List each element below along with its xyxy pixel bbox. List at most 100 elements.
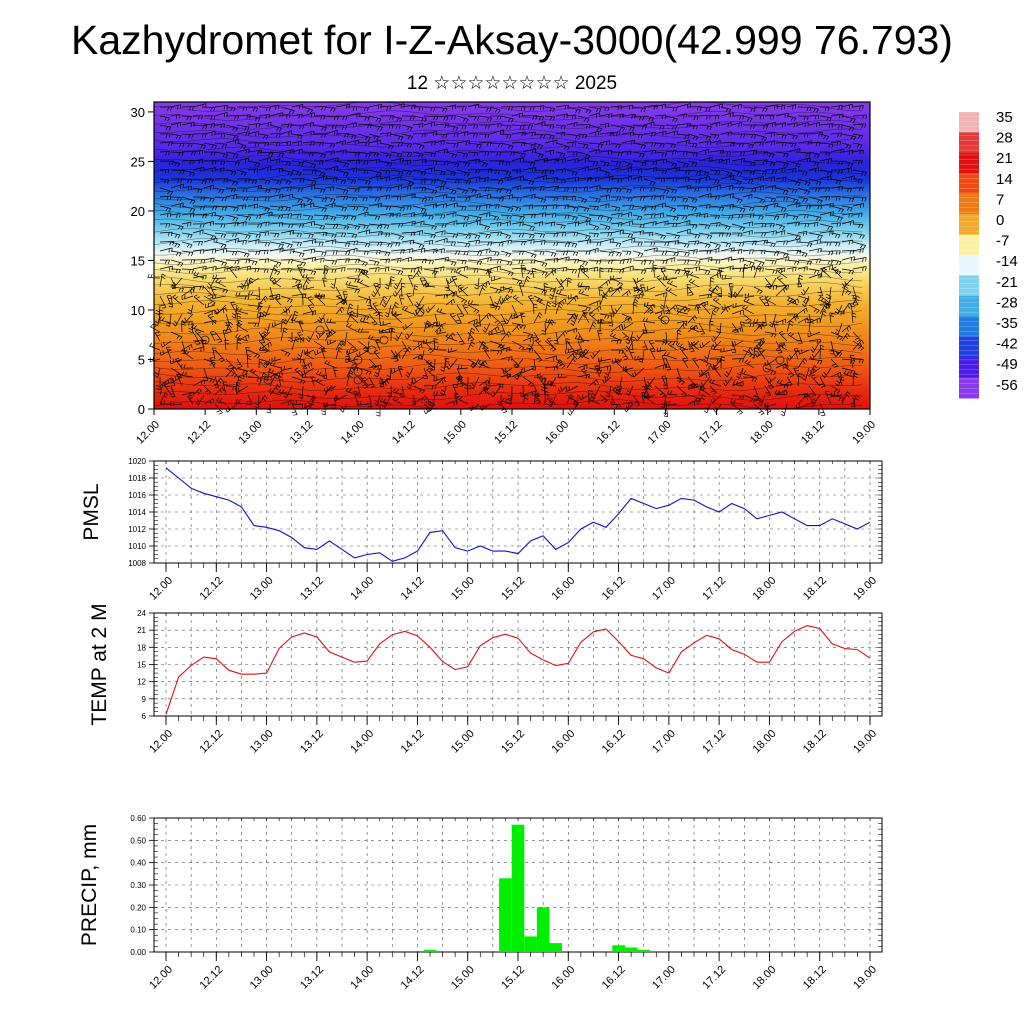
wind-barb [170, 133, 182, 137]
wind-barb [599, 232, 612, 234]
wind-barb-flag [464, 162, 468, 167]
wind-barb-flag [441, 108, 445, 113]
wind-barb-flag [831, 123, 834, 128]
wind-barb-flag [188, 134, 191, 139]
wind-barb [720, 158, 730, 162]
wind-barb [533, 115, 544, 118]
wind-barb-flag [476, 144, 479, 149]
wind-barb-flag [444, 123, 447, 128]
wind-barb-flag [278, 133, 281, 138]
wind-barb-flag [473, 116, 477, 121]
wind-barb [368, 139, 381, 144]
wind-barb-flag [694, 162, 698, 167]
wind-barb-flag [511, 194, 514, 199]
wind-barb-flag [806, 133, 809, 138]
wind-barb-flag [485, 187, 487, 192]
wind-barb [709, 149, 724, 153]
wind-barb-flag [523, 153, 526, 158]
wind-barb-flag [190, 213, 192, 218]
wind-barb-flag [695, 152, 699, 157]
wind-barb-flag [204, 180, 207, 185]
wind-barb-flag [541, 170, 544, 175]
wind-barb [599, 169, 611, 174]
wind-barb-flag [529, 162, 533, 167]
wind-barb [467, 193, 481, 198]
wind-barb [368, 186, 382, 189]
wind-barb-flag [806, 205, 808, 210]
wind-barb [258, 205, 270, 209]
wind-barb-flag [290, 172, 293, 176]
wind-barb [588, 112, 600, 117]
wind-barb-flag [807, 191, 810, 195]
wind-barb-flag [475, 169, 478, 174]
wind-barb-flag [578, 109, 581, 114]
wind-barb [379, 105, 391, 108]
wind-barb-flag [615, 161, 619, 166]
wind-barb [500, 194, 513, 198]
wind-barb [654, 151, 667, 154]
wind-barb-flag [631, 114, 633, 119]
wind-barb-flag [797, 182, 801, 187]
wind-barb-flag [748, 144, 752, 148]
wind-barb-flag [773, 132, 776, 137]
wind-barb [665, 130, 678, 135]
wind-barb-flag [174, 162, 178, 167]
wind-barb-flag [350, 179, 354, 184]
wind-barb [522, 160, 536, 164]
wind-barb-flag [616, 188, 619, 193]
wind-barb-flag [721, 207, 725, 212]
wind-barb-flag [840, 132, 842, 137]
wind-barb [445, 202, 458, 207]
wind-barb-flag [805, 198, 808, 203]
wind-barb-flag [389, 105, 392, 110]
wind-barb-flag [584, 199, 588, 204]
wind-barb-flag [664, 153, 668, 158]
wind-barb [390, 103, 405, 108]
wind-barb-flag [221, 143, 225, 148]
wind-barb-flag [323, 258, 325, 263]
wind-barb-flag [421, 133, 424, 138]
wind-barb-flag [740, 151, 742, 156]
wind-barb-flag [532, 162, 536, 167]
wind-barb [819, 142, 834, 145]
wind-barb-flag [515, 207, 519, 212]
wind-barb-flag [671, 163, 675, 167]
wind-barb [280, 106, 295, 111]
wind-barb-flag [311, 240, 314, 245]
wind-barb-flag [407, 152, 410, 157]
wind-barb [181, 151, 196, 153]
wind-barb-flag [641, 294, 643, 299]
wind-barb-flag [666, 190, 670, 195]
wind-barb-flag [245, 216, 249, 221]
wind-barb [489, 203, 500, 207]
wind-barb-flag [564, 105, 567, 110]
wind-barb-flag [355, 160, 358, 165]
wind-barb [445, 160, 460, 165]
wind-barb-flag [167, 213, 169, 218]
wind-barb-flag [396, 196, 399, 201]
wind-barb-flag [651, 150, 653, 155]
wind-barb-flag [495, 169, 498, 174]
wind-barb [434, 140, 445, 144]
wind-barb-flag [442, 134, 445, 139]
wind-barb-flag [311, 152, 315, 157]
wind-barb-flag [461, 106, 464, 111]
wind-barb-flag [257, 185, 259, 191]
wind-barb-flag [410, 152, 413, 157]
wind-barb [797, 196, 808, 200]
wind-barb-flag [366, 169, 369, 175]
wind-barb [291, 169, 302, 173]
wind-barb [522, 193, 536, 198]
wind-barb [555, 151, 566, 154]
wind-barb [390, 133, 404, 138]
wind-barb-flag [509, 134, 512, 139]
wind-barb [401, 185, 411, 189]
wind-barb-flag [826, 171, 830, 176]
wind-barb-flag [537, 144, 541, 149]
wind-barb-flag [388, 206, 392, 211]
wind-barb [346, 196, 357, 198]
wind-barb-flag [692, 152, 696, 157]
wind-barb [775, 142, 787, 144]
wind-barb-flag [709, 204, 711, 209]
